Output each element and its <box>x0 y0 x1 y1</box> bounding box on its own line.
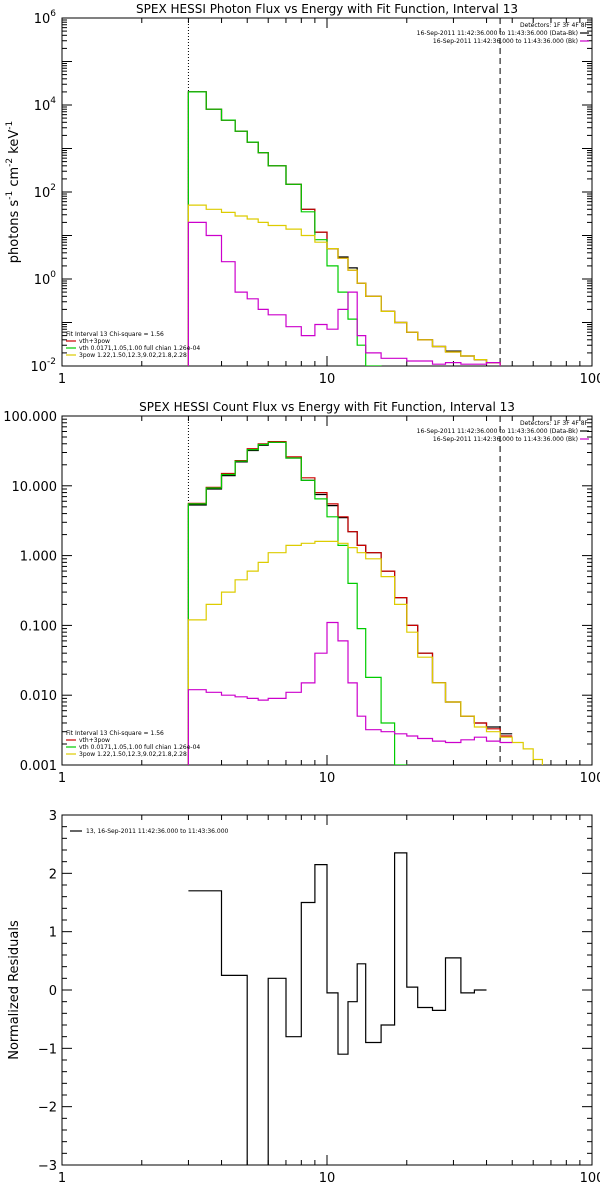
legend-entry: 16-Sep-2011 11:42:36.000 to 11:43:36.000… <box>433 38 578 45</box>
y-tick-base: 10 <box>30 360 47 375</box>
legend-entry: 16-Sep-2011 11:42:36.000 to 11:43:36.000… <box>417 428 578 435</box>
y-tick-label: 100.000 <box>3 410 57 425</box>
chart-title: SPEX HESSI Photon Flux vs Energy with Fi… <box>136 2 518 16</box>
y-tick-label: −3 <box>38 1159 57 1174</box>
y-tick-label: 100 <box>34 270 57 288</box>
series-bk <box>187 621 513 765</box>
plot-area <box>187 441 543 765</box>
legend-entry: Detectors: 1F 3F 4F 8F <box>520 22 589 29</box>
y-axis-label-part: keV <box>7 130 22 158</box>
y-tick-label: 102 <box>34 183 56 201</box>
legend-entry: Fit Interval 13 Chi-square = 1.56 <box>66 331 164 338</box>
plot-area <box>187 91 501 366</box>
series-vth <box>187 441 408 765</box>
legend-entry: Detectors: 1F 3F 4F 8F <box>520 420 589 427</box>
x-tick-label: 1 <box>58 771 66 786</box>
y-tick-label: 104 <box>34 96 57 114</box>
x-axis: 1 10 100 <box>58 815 600 1186</box>
legend-entry: 3pow 1.22,1.50,12.3,9.02,21.8,2.28 <box>79 751 187 758</box>
y-axis: 0.001 0.010 0.100 1.000 10.000 100.000 <box>3 410 592 774</box>
legend-entry: vth 0.0171,1.05,1.00 full chian 1.26e-04 <box>79 345 200 352</box>
legend-entry: vth 0.0171,1.05,1.00 full chian 1.26e-04 <box>79 744 200 751</box>
y-tick-exponent: 4 <box>50 96 56 106</box>
series-vth-3pow <box>187 441 513 765</box>
y-tick-label: 1.000 <box>20 550 57 565</box>
y-tick-label: 10-2 <box>30 357 56 375</box>
chart-panel-3: 1 10 100 −3 −2 −1 0 1 2 3 Normalized Residuals 13, … <box>7 809 600 1186</box>
y-tick-exponent: 2 <box>50 183 56 193</box>
y-axis-label-part: photons s <box>7 200 22 264</box>
x-tick-label: 1 <box>58 1171 66 1186</box>
y-tick-label: 2 <box>49 867 57 882</box>
y-tick-label: 0 <box>49 984 57 999</box>
y-tick-label: −1 <box>38 1042 57 1057</box>
series-vth <box>187 91 382 366</box>
series-data-bk <box>187 91 501 366</box>
y-axis-label-part: cm <box>7 167 22 191</box>
legend-entry: vth+3pow <box>79 338 110 345</box>
series-13 <box>188 852 487 1165</box>
chart-title: SPEX HESSI Count Flux vs Energy with Fit… <box>139 400 515 414</box>
legend-top: 13, 16-Sep-2011 11:42:36.000 to 11:43:36… <box>70 828 229 835</box>
y-tick-exponent: 0 <box>50 270 56 280</box>
chart-panel-2: SPEX HESSI Count Flux vs Energy with Fit… <box>3 400 600 786</box>
plot-area <box>188 852 487 1165</box>
x-tick-label: 10 <box>319 1171 336 1186</box>
y-axis: −3 −2 −1 0 1 2 3 <box>38 809 592 1174</box>
y-tick-label: 3 <box>49 809 57 824</box>
y-tick-base: 10 <box>34 12 51 27</box>
y-axis-label-exponent: -1 <box>5 191 15 200</box>
y-tick-label: 0.001 <box>20 759 57 774</box>
y-axis-label-exponent: -2 <box>5 158 15 167</box>
legend-bottom: Fit Interval 13 Chi-square = 1.56vth+3po… <box>66 331 200 359</box>
y-axis-label: Normalized Residuals <box>7 920 22 1060</box>
y-tick-exponent: 6 <box>50 9 56 19</box>
y-tick-base: 10 <box>34 99 51 114</box>
legend-entry: 16-Sep-2011 11:42:36.000 to 11:43:36.000… <box>417 30 578 37</box>
y-tick-label: 1 <box>49 926 57 941</box>
x-tick-label: 10 <box>319 372 336 387</box>
x-tick-label: 100 <box>580 372 600 387</box>
y-axis-label-exponent: -1 <box>5 121 15 130</box>
plot-frame <box>61 17 593 367</box>
y-tick-base: 10 <box>34 273 51 288</box>
y-axis-label: photons s-1 cm-2 keV-1 <box>5 121 22 263</box>
y-tick-label: −2 <box>38 1101 57 1116</box>
x-tick-label: 100 <box>580 771 600 786</box>
legend-bottom: Fit Interval 13 Chi-square = 1.56vth+3po… <box>66 730 200 758</box>
series-3pow <box>187 540 543 765</box>
series-data-bk <box>187 441 513 765</box>
legend-entry: 13, 16-Sep-2011 11:42:36.000 to 11:43:36… <box>86 828 229 835</box>
legend-entry: Fit Interval 13 Chi-square = 1.56 <box>66 730 164 737</box>
series-3pow <box>187 204 501 366</box>
y-tick-base: 10 <box>34 186 51 201</box>
series-vth-3pow <box>187 91 501 366</box>
y-tick-exponent: -2 <box>47 357 56 367</box>
y-tick-label: 0.100 <box>20 619 57 634</box>
x-tick-label: 100 <box>580 1171 600 1186</box>
y-tick-label: 0.010 <box>20 689 57 704</box>
legend-entry: 16-Sep-2011 11:42:36.000 to 11:43:36.000… <box>433 436 578 443</box>
legend-entry: 3pow 1.22,1.50,12.3,9.02,21.8,2.28 <box>79 352 187 359</box>
x-tick-label: 1 <box>58 372 66 387</box>
y-tick-label: 10.000 <box>12 480 58 495</box>
legend-entry: vth+3pow <box>79 737 110 744</box>
y-tick-label: 106 <box>34 9 57 27</box>
plot-frame <box>61 415 593 766</box>
series-bk <box>187 221 501 366</box>
x-tick-label: 10 <box>319 771 336 786</box>
chart-panel-1: SPEX HESSI Photon Flux vs Energy with Fi… <box>5 2 600 387</box>
